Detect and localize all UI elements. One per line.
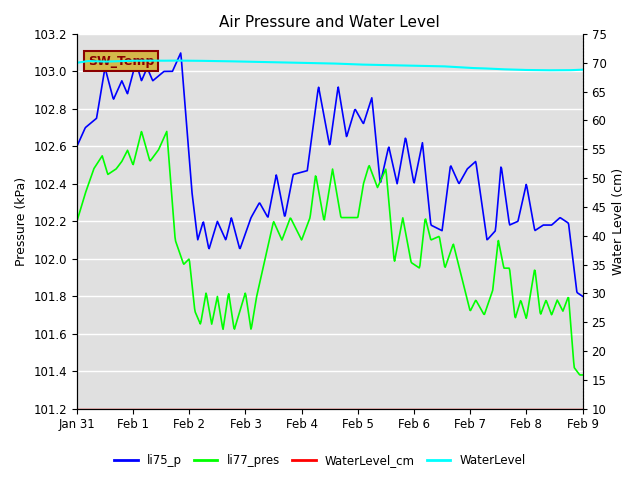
li77_pres — [163, 129, 171, 134]
li77_pres — [367, 168, 375, 174]
li75_p — [104, 76, 112, 82]
li77_pres — [576, 372, 584, 378]
Line: WaterLevel: WaterLevel — [77, 60, 582, 70]
WaterLevel_cm — [456, 406, 464, 411]
Line: li77_pres: li77_pres — [77, 132, 582, 375]
WaterLevel — [367, 62, 375, 68]
Line: li75_p: li75_p — [77, 53, 582, 296]
WaterLevel_cm — [104, 406, 112, 411]
li75_p — [367, 97, 375, 103]
Text: SW_Temp: SW_Temp — [88, 55, 154, 68]
WaterLevel_cm — [395, 406, 403, 411]
WaterLevel — [168, 58, 176, 63]
li75_p — [396, 167, 403, 173]
WaterLevel — [457, 64, 465, 70]
Legend: li75_p, li77_pres, WaterLevel_cm, WaterLevel: li75_p, li77_pres, WaterLevel_cm, WaterL… — [109, 449, 531, 472]
li77_pres — [509, 296, 516, 302]
WaterLevel_cm — [73, 406, 81, 411]
WaterLevel — [509, 67, 516, 72]
WaterLevel — [104, 59, 112, 64]
WaterLevel — [396, 62, 403, 68]
li77_pres — [457, 272, 465, 277]
WaterLevel_cm — [579, 406, 586, 411]
WaterLevel — [579, 67, 586, 72]
WaterLevel_cm — [508, 406, 516, 411]
Title: Air Pressure and Water Level: Air Pressure and Water Level — [220, 15, 440, 30]
WaterLevel — [540, 67, 547, 73]
WaterLevel_cm — [367, 406, 374, 411]
li75_p — [509, 221, 516, 227]
li77_pres — [381, 169, 388, 175]
li77_pres — [104, 171, 112, 177]
WaterLevel — [73, 60, 81, 66]
li77_pres — [396, 231, 403, 237]
Y-axis label: Water Level (cm): Water Level (cm) — [612, 168, 625, 275]
li77_pres — [579, 372, 586, 378]
li75_p — [457, 177, 465, 183]
li75_p — [177, 50, 184, 56]
li75_p — [73, 144, 81, 149]
Y-axis label: Pressure (kPa): Pressure (kPa) — [15, 177, 28, 266]
li77_pres — [73, 218, 81, 224]
li75_p — [579, 293, 586, 299]
WaterLevel — [381, 62, 388, 68]
WaterLevel_cm — [380, 406, 388, 411]
li75_p — [381, 162, 388, 168]
